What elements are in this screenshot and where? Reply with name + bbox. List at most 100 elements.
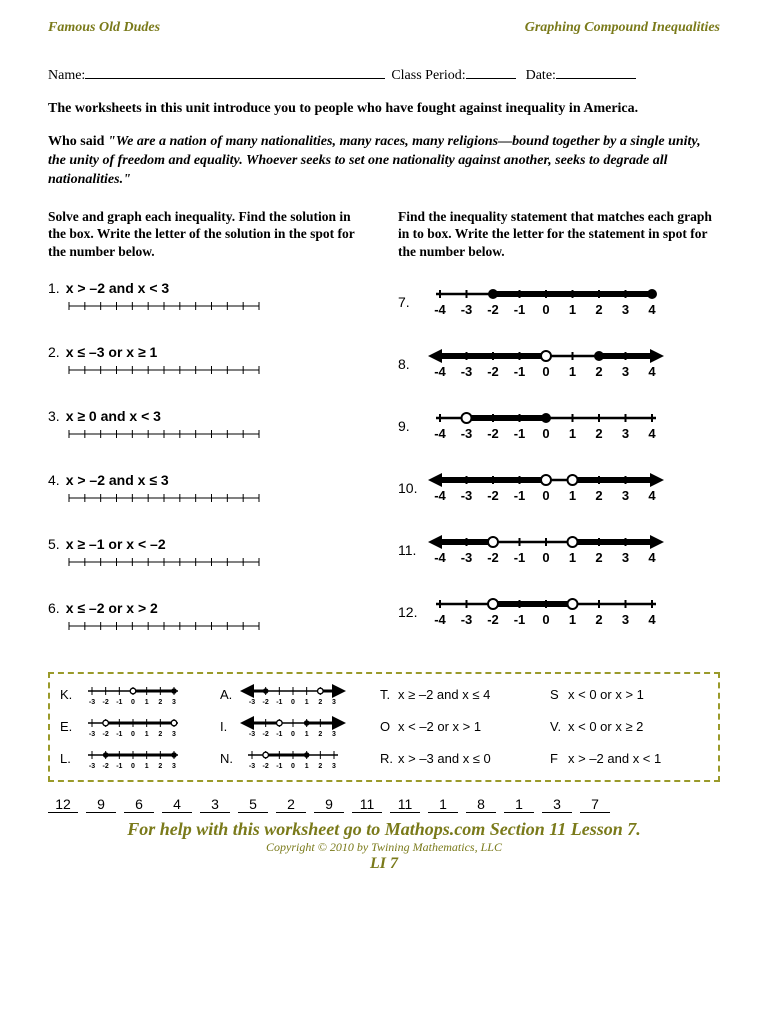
svg-text:0: 0	[542, 488, 549, 503]
svg-text:-4: -4	[434, 488, 446, 503]
sequence-slot: 1	[428, 796, 458, 813]
answer-text: x ≥ –2 and x ≤ 4	[398, 687, 490, 702]
header-right: Graphing Compound Inequalities	[525, 20, 720, 36]
name-label: Name:	[48, 68, 85, 84]
svg-text:0: 0	[131, 731, 135, 738]
svg-text:-1: -1	[276, 699, 282, 706]
svg-text:-1: -1	[116, 699, 122, 706]
sequence-slot: 7	[580, 796, 610, 813]
svg-text:0: 0	[291, 731, 295, 738]
svg-text:4: 4	[648, 302, 656, 317]
answer-cell: E.-3-2-10123	[60, 714, 220, 740]
svg-text:-1: -1	[514, 426, 526, 441]
svg-text:2: 2	[318, 699, 322, 706]
quote-text: "We are a nation of many nationalities, …	[48, 134, 701, 187]
right-instructions: Find the inequality statement that match…	[398, 208, 720, 262]
answer-cell: N.-3-2-10123	[220, 746, 380, 772]
blank-number-line	[64, 556, 264, 572]
svg-text:1: 1	[305, 699, 309, 706]
answer-letter: I.	[220, 719, 234, 734]
svg-text:2: 2	[318, 763, 322, 770]
problem: 4.x > –2 and x ≤ 3	[48, 472, 370, 508]
svg-text:-3: -3	[249, 699, 255, 706]
number-line: -4-3-2-101234	[426, 528, 666, 572]
left-column: Solve and graph each inequality. Find th…	[48, 208, 370, 664]
answer-text: x > –3 and x ≤ 0	[398, 751, 491, 766]
problem-number: 9.	[398, 418, 426, 434]
sequence-slot: 6	[124, 796, 154, 813]
svg-text:-2: -2	[487, 364, 499, 379]
copyright-text: Copyright © 2010 by Twining Mathematics,…	[48, 840, 720, 855]
problem-number: 8.	[398, 356, 426, 372]
svg-text:-1: -1	[514, 488, 526, 503]
answer-cell: Ox < –2 or x > 1	[380, 719, 550, 734]
number-line: -3-2-10123	[78, 714, 188, 740]
svg-text:-3: -3	[461, 364, 473, 379]
svg-text:-1: -1	[116, 763, 122, 770]
sequence-slot: 2	[276, 796, 306, 813]
blank-number-line	[64, 492, 264, 508]
answer-letter: E.	[60, 719, 74, 734]
svg-text:-1: -1	[514, 612, 526, 627]
svg-text:1: 1	[569, 488, 576, 503]
problem: 1.x > –2 and x < 3	[48, 280, 370, 316]
answer-text: x < 0 or x > 1	[568, 687, 644, 702]
svg-text:-2: -2	[103, 731, 109, 738]
answer-cell: T.x ≥ –2 and x ≤ 4	[380, 687, 550, 702]
svg-text:-1: -1	[276, 763, 282, 770]
svg-text:-2: -2	[103, 763, 109, 770]
number-line: -3-2-10123	[238, 746, 348, 772]
svg-text:4: 4	[648, 488, 656, 503]
answer-letter: K.	[60, 687, 74, 702]
problem-number: 3.	[48, 408, 60, 424]
svg-text:-2: -2	[487, 488, 499, 503]
svg-text:0: 0	[131, 763, 135, 770]
problem-number: 7.	[398, 294, 426, 310]
number-line: -3-2-10123	[238, 714, 348, 740]
svg-text:-1: -1	[514, 364, 526, 379]
svg-text:-3: -3	[461, 612, 473, 627]
blank-number-line	[64, 620, 264, 636]
svg-text:-3: -3	[89, 763, 95, 770]
problem: 3.x ≥ 0 and x < 3	[48, 408, 370, 444]
graph-problem: 10.-4-3-2-101234	[398, 466, 720, 510]
answer-text: x < 0 or x ≥ 2	[568, 719, 643, 734]
quote-who: Who said	[48, 134, 108, 149]
graph-problem: 7.-4-3-2-101234	[398, 280, 720, 324]
svg-text:2: 2	[595, 488, 602, 503]
problem-number: 4.	[48, 472, 60, 488]
blank-number-line	[64, 428, 264, 444]
svg-text:1: 1	[569, 612, 576, 627]
svg-text:-2: -2	[103, 699, 109, 706]
svg-text:4: 4	[648, 612, 656, 627]
number-line: -4-3-2-101234	[426, 342, 666, 386]
svg-text:-3: -3	[249, 731, 255, 738]
svg-text:2: 2	[595, 364, 602, 379]
svg-text:3: 3	[622, 612, 629, 627]
problem-expression: x ≥ –1 or x < –2	[66, 536, 166, 552]
number-line: -4-3-2-101234	[426, 590, 666, 634]
svg-text:-2: -2	[263, 699, 269, 706]
name-blank[interactable]	[85, 64, 385, 79]
svg-text:3: 3	[622, 426, 629, 441]
svg-text:3: 3	[332, 763, 336, 770]
svg-text:-1: -1	[514, 550, 526, 565]
blank-number-line	[64, 364, 264, 380]
svg-text:-1: -1	[116, 731, 122, 738]
problem-number: 2.	[48, 344, 60, 360]
svg-text:-4: -4	[434, 550, 446, 565]
problem-expression: x ≤ –2 or x > 2	[66, 600, 158, 616]
problem: 5.x ≥ –1 or x < –2	[48, 536, 370, 572]
date-blank[interactable]	[556, 64, 636, 79]
sequence-slot: 11	[352, 796, 382, 813]
answer-letter: S	[550, 687, 564, 702]
period-blank[interactable]	[466, 64, 516, 79]
svg-text:2: 2	[158, 699, 162, 706]
problem-number: 6.	[48, 600, 60, 616]
svg-text:4: 4	[648, 426, 656, 441]
answer-cell: L.-3-2-10123	[60, 746, 220, 772]
svg-text:3: 3	[332, 731, 336, 738]
number-line: -4-3-2-101234	[426, 466, 666, 510]
svg-text:-3: -3	[89, 731, 95, 738]
date-label: Date:	[526, 68, 556, 84]
